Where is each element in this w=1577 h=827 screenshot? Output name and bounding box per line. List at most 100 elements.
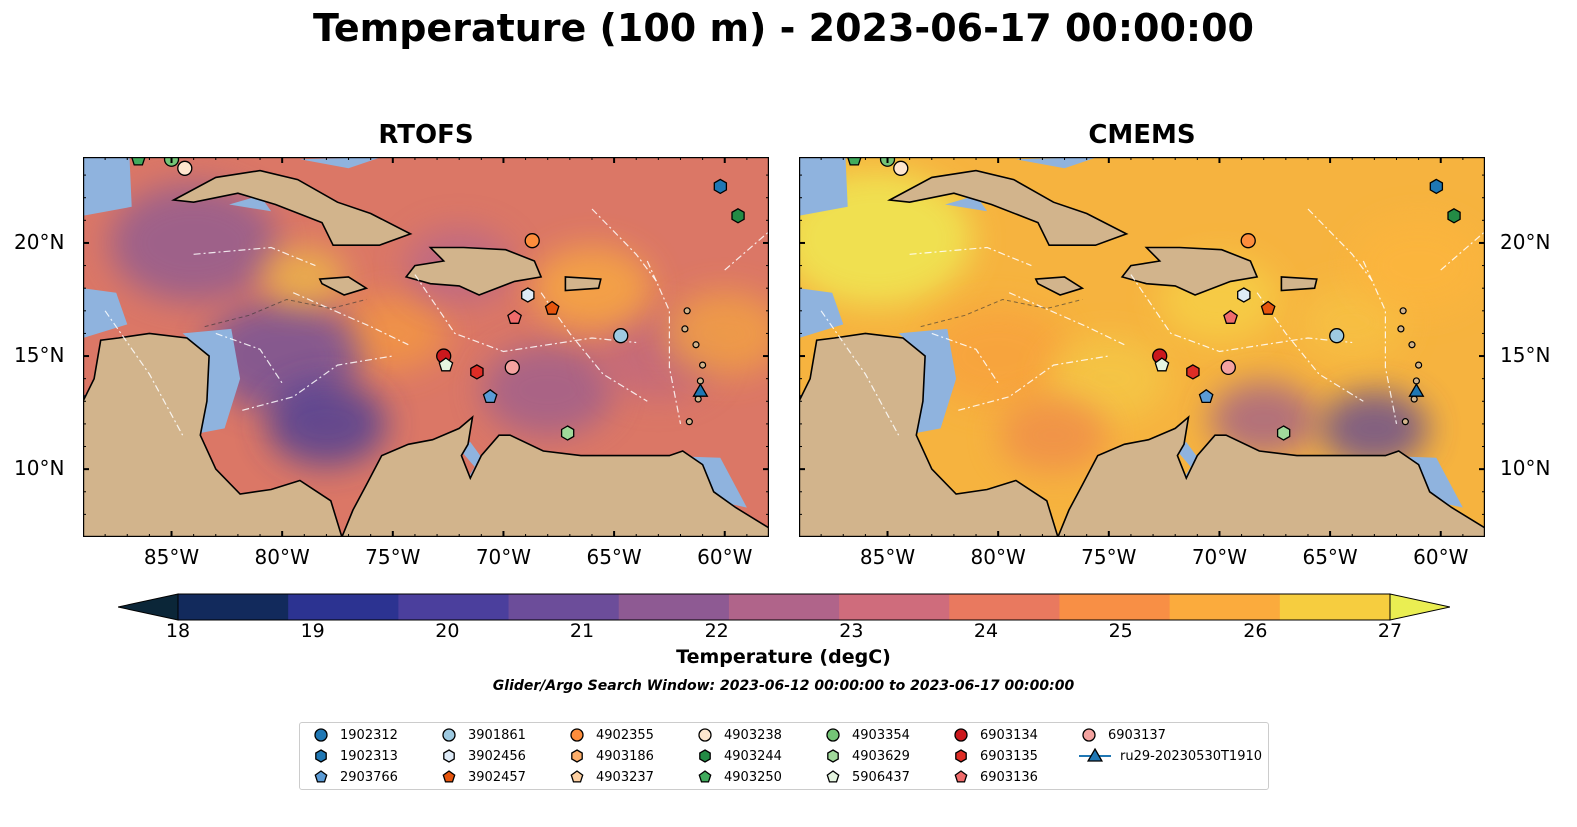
pentagon-marker-icon [442, 770, 456, 783]
legend-label: 6903136 [980, 769, 1038, 785]
island [1397, 325, 1405, 333]
colorbar-gradient [117, 593, 1451, 621]
tick-label-lon: 75°W [1081, 545, 1137, 569]
legend: 1902312 1902313 2903766 3901861 3902456 39024… [299, 722, 1269, 790]
colorbar-tick: 19 [300, 620, 325, 642]
float-marker [1220, 359, 1236, 376]
legend-label: 4903629 [852, 748, 910, 764]
island [685, 418, 693, 426]
legend-item: 4903237 [566, 767, 654, 787]
pentagon-marker-icon [698, 770, 712, 783]
float-marker [521, 287, 535, 303]
land-cuba [171, 169, 413, 246]
eez-boundary [215, 332, 283, 384]
tick-label-lon: 70°W [475, 545, 532, 569]
legend-item: 3901861 [438, 725, 526, 745]
colorbar-band [1059, 594, 1171, 620]
eez-boundary [1256, 292, 1364, 402]
legend-label: 4902355 [596, 727, 654, 743]
tick-label-lat-left: 20°N [14, 229, 65, 254]
legend-label: 4903354 [852, 727, 910, 743]
float-marker [1237, 287, 1251, 303]
circle-marker-icon [442, 728, 456, 742]
eez-boundary [1440, 231, 1485, 271]
float-marker [613, 328, 629, 344]
colorbar-band [618, 594, 730, 620]
colorbar-tick: 26 [1243, 620, 1268, 642]
float-marker [130, 157, 146, 166]
legend-label: 1902312 [340, 727, 398, 743]
legend-item: 4903186 [566, 746, 654, 766]
island [681, 325, 689, 333]
tick-label-lon: 65°W [586, 545, 642, 569]
colorbar-tick: 18 [165, 620, 191, 642]
legend-label: 3901861 [468, 727, 526, 743]
legend-item: 4903250 [694, 767, 782, 787]
legend-item: 4903244 [694, 746, 782, 766]
legend-label: 6903135 [980, 748, 1038, 764]
shelf-area [299, 157, 382, 169]
land-jamaica [1034, 276, 1085, 296]
colorbar-tick: 20 [435, 620, 460, 642]
island [1401, 418, 1409, 426]
circle-marker-icon [954, 728, 968, 742]
legend-item: 4903354 [822, 725, 910, 745]
shelf-area [898, 328, 957, 433]
panel-title-rtofs: RTOFS [378, 120, 474, 150]
legend-label: 4903244 [724, 748, 782, 764]
legend-label: 5906437 [852, 769, 910, 785]
tick-label-lon: 80°W [970, 545, 1026, 569]
legend-item: 3902456 [438, 746, 526, 766]
legend-item: 1902313 [310, 746, 398, 766]
island [692, 341, 700, 349]
land-puertorico [1280, 276, 1318, 292]
colorbar-band [839, 594, 950, 620]
tick-label-lon: 85°W [859, 545, 916, 569]
colorbar-band [288, 594, 399, 620]
island [1415, 361, 1423, 369]
float-marker [893, 160, 909, 176]
tick-label-lon: 65°W [1302, 545, 1358, 569]
map-panel-cmems [799, 157, 1485, 537]
eez-boundary [193, 246, 316, 267]
legend-item: 1902312 [310, 725, 398, 745]
colorbar-tick: 27 [1377, 620, 1403, 642]
shelf-area [83, 157, 132, 216]
legend-item: 6903136 [950, 767, 1038, 787]
float-marker [1154, 357, 1170, 372]
float-marker [504, 359, 520, 376]
legend-label: 4903238 [724, 727, 782, 743]
eez-boundary [104, 310, 184, 436]
island [699, 361, 707, 369]
legend-label: 2903766 [340, 769, 398, 785]
figure-title: Temperature (100 m) - 2023-06-17 00:00:0… [312, 6, 1254, 50]
legend-item: 5906437 [822, 767, 910, 787]
legend-label: 6903134 [980, 727, 1038, 743]
eez-boundary [242, 355, 393, 411]
float-marker [1240, 233, 1256, 249]
eez-boundary [1130, 274, 1353, 353]
float-marker [1260, 300, 1276, 315]
map-frame [799, 157, 1485, 537]
shelf-area [799, 288, 844, 338]
float-marker [524, 233, 540, 249]
shelf-area [799, 157, 848, 216]
float-marker [1186, 364, 1200, 380]
land-centralAm [799, 332, 1059, 537]
legend-label: 4903237 [596, 769, 654, 785]
float-marker [1276, 425, 1291, 441]
island [683, 307, 691, 315]
float-marker [713, 178, 728, 195]
float-marker [1198, 388, 1214, 404]
map-panel-rtofs [83, 157, 769, 537]
eez-boundary [820, 310, 900, 436]
panel-title-cmems: CMEMS [1088, 120, 1196, 150]
float-marker [1429, 178, 1444, 195]
legend-item: 6903135 [950, 746, 1038, 766]
float-marker [560, 425, 575, 441]
eez-boundary [646, 260, 682, 425]
hexagon-marker-icon [571, 749, 583, 763]
float-marker [507, 309, 522, 324]
eez-boundary [724, 231, 769, 271]
colorbar-tick: 23 [839, 620, 864, 642]
